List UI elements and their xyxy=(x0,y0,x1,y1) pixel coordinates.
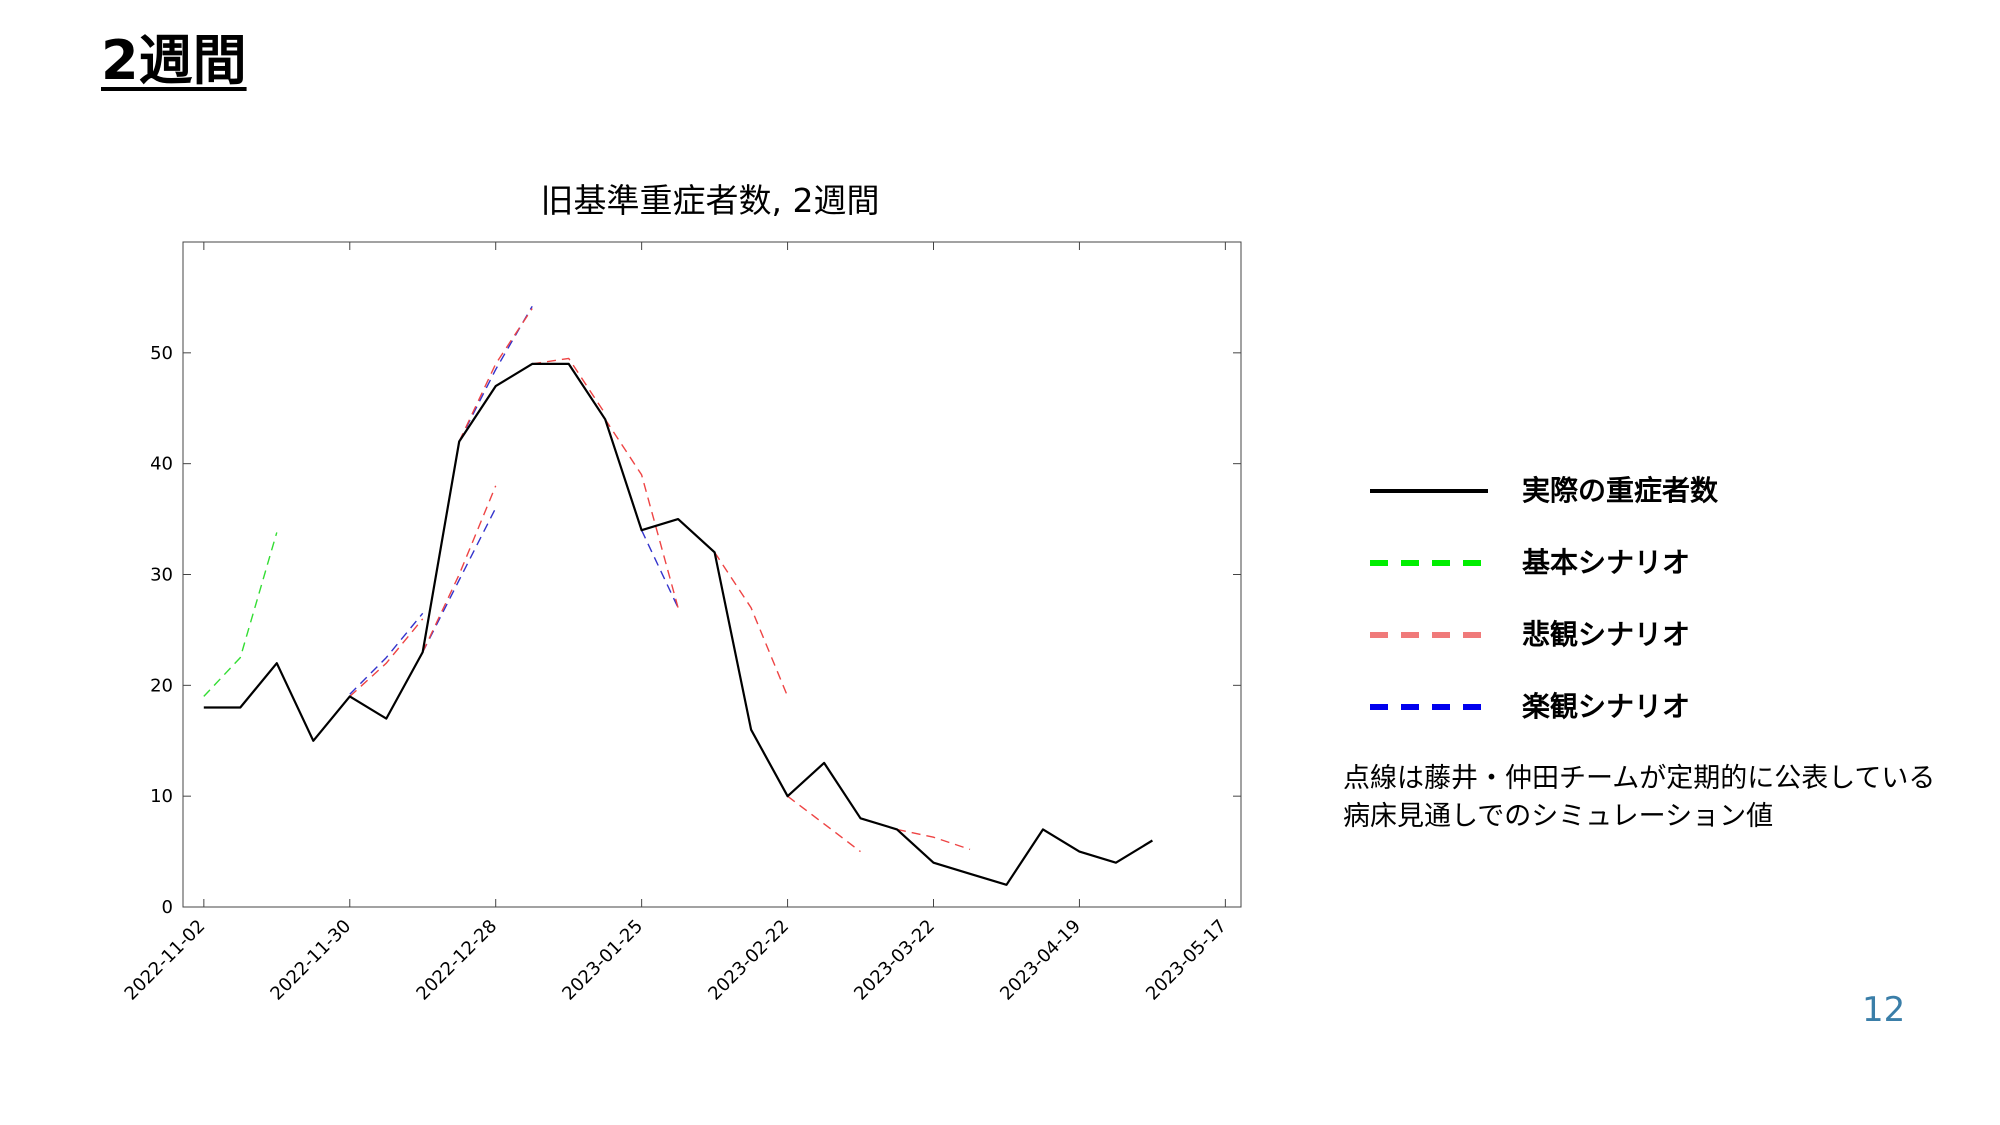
series-line-scenario xyxy=(604,418,679,608)
slide-title: 2週間 xyxy=(101,29,247,92)
x-tick-label: 2023-01-25 xyxy=(558,916,647,1005)
y-tick-label: 40 xyxy=(150,454,173,475)
chart-title: 旧基準重症者数, 2週間 xyxy=(541,181,880,220)
legend-label-optimistic: 楽観シナリオ xyxy=(1522,690,1691,723)
x-tick-label: 2022-12-28 xyxy=(412,916,501,1005)
series-line-scenario xyxy=(532,363,606,420)
x-tick-label: 2022-11-02 xyxy=(121,916,210,1005)
y-tick-label: 50 xyxy=(150,343,173,364)
legend-label-actual: 実際の重症者数 xyxy=(1522,474,1719,507)
series-line-scenario xyxy=(203,532,278,697)
x-axis: 2022-11-02 2022-11-30 2022-12-28 2023-01-25… xyxy=(121,242,1231,1005)
page-number: 12 xyxy=(1862,990,1906,1030)
y-tick-label: 10 xyxy=(150,786,173,807)
legend-swatch-pessimistic xyxy=(1370,632,1488,638)
legend-swatch-optimistic xyxy=(1370,704,1488,710)
series-line-scenario xyxy=(714,551,789,697)
legend-label-pessimistic: 悲観シナリオ xyxy=(1522,618,1691,651)
series-line-scenario xyxy=(349,612,424,695)
legend-label-base: 基本シナリオ xyxy=(1522,546,1691,579)
y-axis: 0 10 20 30 40 50 xyxy=(150,343,1241,918)
y-tick-label: 0 xyxy=(162,897,173,918)
x-tick-label: 2023-05-17 xyxy=(1142,916,1231,1005)
series-line-scenario xyxy=(896,828,971,851)
series-layer xyxy=(203,305,1153,886)
series-line-scenario xyxy=(458,305,533,442)
legend-swatch-actual xyxy=(1370,489,1488,493)
series-line-actual xyxy=(203,362,1153,886)
series-line-scenario xyxy=(532,357,606,415)
series-line-scenario xyxy=(458,308,533,442)
x-tick-label: 2022-11-30 xyxy=(266,916,355,1005)
series-line-scenario xyxy=(422,485,497,653)
footnote: 点線は藤井・仲田チームが定期的に公表している 病床見通しでのシミュレーション値 xyxy=(1343,763,1936,832)
x-tick-label: 2023-02-22 xyxy=(704,916,793,1005)
x-tick-label: 2023-03-22 xyxy=(850,916,939,1005)
y-tick-label: 30 xyxy=(150,565,173,586)
y-tick-label: 20 xyxy=(150,675,173,696)
series-line-scenario xyxy=(422,507,497,653)
plot-frame xyxy=(182,241,1242,908)
x-tick-label: 2023-04-19 xyxy=(996,916,1085,1005)
series-line-scenario xyxy=(349,618,424,697)
series-line-scenario xyxy=(787,795,861,853)
legend-swatch-base xyxy=(1370,560,1488,566)
